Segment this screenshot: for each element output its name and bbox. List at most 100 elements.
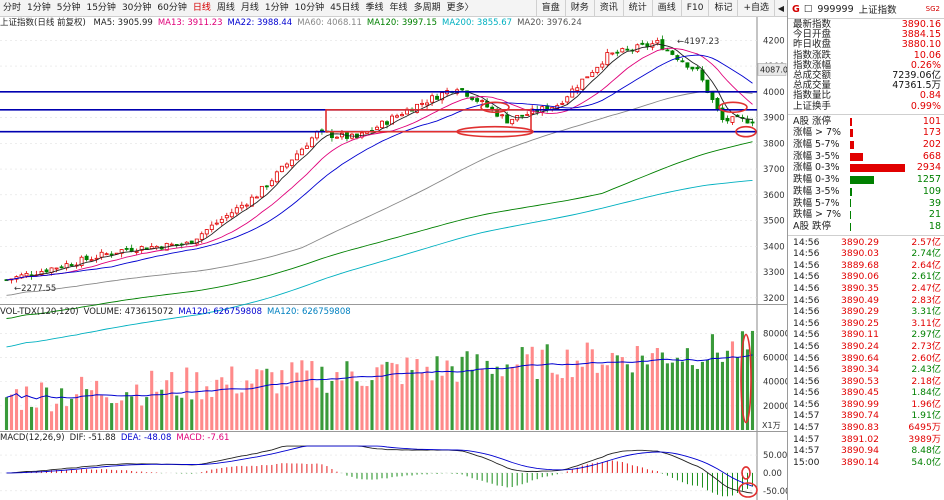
volume-bar — [655, 348, 659, 430]
toolbar-right-buttons: 盲盘 财务 资讯 统计 画线 F10 标记 +自选 ◀ — [535, 0, 787, 17]
toolbar-button-4[interactable]: 画线 — [651, 0, 681, 17]
quote-label: 总成交额 — [793, 69, 832, 81]
volume-bar — [600, 364, 604, 430]
candle-body — [269, 180, 274, 186]
quote-panel: G ☐ 999999 上证指数 SG2 最新指数 3890.16 今日开盘 3884.… — [787, 0, 944, 500]
volume-bar — [250, 383, 254, 430]
timeframe-item-11[interactable]: 45日线 — [330, 2, 360, 13]
tick-volume: 2.73亿 — [911, 340, 941, 352]
breadth-row: 涨幅 3-5% 668 — [788, 151, 944, 163]
timeframe-item-6[interactable]: 日线 — [192, 2, 211, 13]
timeframe-item-2[interactable]: 5分钟 — [56, 2, 81, 13]
tick-row: 14:57 3890.74 1.91亿 — [788, 410, 944, 422]
timeframe-item-15[interactable]: 更多〉 — [446, 2, 474, 13]
candle-body — [425, 102, 430, 106]
candle-body — [299, 148, 304, 156]
candle-body — [395, 115, 399, 118]
tick-price: 3890.29 — [841, 236, 879, 248]
timeframe-item-5[interactable]: 60分钟 — [157, 2, 187, 13]
timeframe-item-14[interactable]: 多周期 — [413, 2, 441, 13]
timeframe-item-9[interactable]: 1分钟 — [264, 2, 289, 13]
tick-price: 3889.68 — [841, 259, 879, 271]
candle-body — [585, 76, 590, 79]
volume-bar — [460, 356, 464, 430]
toolbar-button-6[interactable]: 标记 — [708, 0, 737, 17]
candle-body — [194, 238, 199, 245]
tick-price: 3890.24 — [841, 340, 879, 352]
high-label: ←4197.23 — [677, 37, 719, 47]
candle-body — [119, 249, 124, 254]
ma-legend-item: MA13: 3911.23 — [157, 18, 223, 28]
timeframe-item-3[interactable]: 15分钟 — [86, 2, 116, 13]
tick-time: 14:56 — [793, 352, 820, 364]
volume-bar — [265, 368, 269, 430]
toolbar-button-1[interactable]: 财务 — [564, 0, 594, 17]
tick-price: 3890.94 — [841, 445, 879, 457]
low-label: ←2277.55 — [14, 284, 56, 294]
tick-row: 14:56 3890.45 1.84亿 — [788, 387, 944, 399]
annotation-ellipse[interactable] — [740, 333, 752, 424]
toolbar-button-2[interactable]: 资讯 — [593, 0, 623, 17]
breadth-bar — [850, 175, 874, 184]
candle-body — [209, 224, 214, 230]
volume-bar — [635, 346, 639, 430]
toolbar-button-3[interactable]: 统计 — [622, 0, 652, 17]
candle-body — [430, 95, 435, 103]
tick-volume: 54.0亿 — [911, 456, 941, 468]
quote-label: 最新指数 — [793, 19, 832, 30]
volume-bar — [720, 361, 725, 430]
annotation-ellipse[interactable] — [480, 101, 510, 114]
tick-volume: 3.11亿 — [911, 317, 941, 329]
volume-bar — [570, 377, 574, 430]
timeframe-item-0[interactable]: 分时 — [3, 2, 22, 13]
timeframe-item-13[interactable]: 年线 — [389, 2, 408, 13]
annotation-ellipse[interactable] — [735, 125, 757, 138]
tick-time: 14:57 — [793, 445, 820, 457]
annotation-box[interactable] — [325, 109, 532, 133]
volume-bar — [660, 352, 664, 430]
quote-label: 今日开盘 — [793, 29, 832, 41]
volume-bar — [75, 394, 79, 430]
tick-volume: 2.97亿 — [911, 329, 941, 341]
candle-body — [490, 106, 495, 110]
checkbox-icon[interactable]: ☐ — [803, 3, 813, 15]
volume-bar — [165, 380, 169, 430]
tick-row: 14:56 3890.34 2.43亿 — [788, 364, 944, 376]
annotation-ellipse[interactable] — [738, 482, 758, 498]
market-breadth: A股 涨停 101 涨幅 > 7% 173 涨幅 5-7% 202 涨幅 3-5% 668 涨幅… — [788, 116, 944, 233]
candle-body — [420, 102, 425, 105]
candle-body — [680, 60, 685, 63]
candle-body — [710, 91, 715, 100]
breadth-label: A股 涨停 — [793, 115, 832, 127]
toolbar-button-7[interactable]: +自选 — [737, 0, 774, 17]
tick-list[interactable]: 14:56 3890.29 2.57亿 14:56 3890.03 2.74亿 14:56 3… — [788, 237, 944, 469]
breadth-bar-track — [850, 152, 905, 161]
timeframe-item-8[interactable]: 月线 — [240, 2, 259, 13]
breadth-bar — [850, 211, 852, 220]
breadth-bar-track — [850, 164, 905, 173]
volume-bar — [450, 366, 454, 430]
toolbar-button-5[interactable]: F10 — [680, 0, 709, 17]
timeframe-item-4[interactable]: 30分钟 — [121, 2, 152, 13]
annotation-ellipse[interactable] — [456, 125, 534, 138]
volume-bar — [210, 396, 214, 430]
timeframe-item-10[interactable]: 10分钟 — [294, 2, 325, 13]
breadth-bar-track — [850, 175, 905, 184]
toolbar-button-0[interactable]: 盲盘 — [535, 0, 565, 17]
timeframe-item-1[interactable]: 1分钟 — [27, 2, 51, 13]
timeframe-item-12[interactable]: 季线 — [365, 2, 384, 13]
quote-row: 今日开盘 3884.15 — [788, 29, 944, 41]
candle-body — [284, 163, 289, 168]
volume-bar — [310, 361, 314, 430]
collapse-arrow-icon[interactable]: ◀ — [774, 0, 787, 17]
volume-bar — [110, 403, 114, 430]
breadth-bar-track — [850, 117, 905, 126]
annotation-ellipse[interactable] — [741, 466, 751, 480]
annotation-ellipse[interactable] — [718, 101, 748, 114]
volume-bar — [95, 380, 99, 430]
volume-bar — [520, 347, 524, 430]
quote-label: 昨日收盘 — [793, 39, 832, 51]
quote-value: 3890.16 — [901, 19, 941, 30]
timeframe-item-7[interactable]: 周线 — [216, 2, 235, 13]
